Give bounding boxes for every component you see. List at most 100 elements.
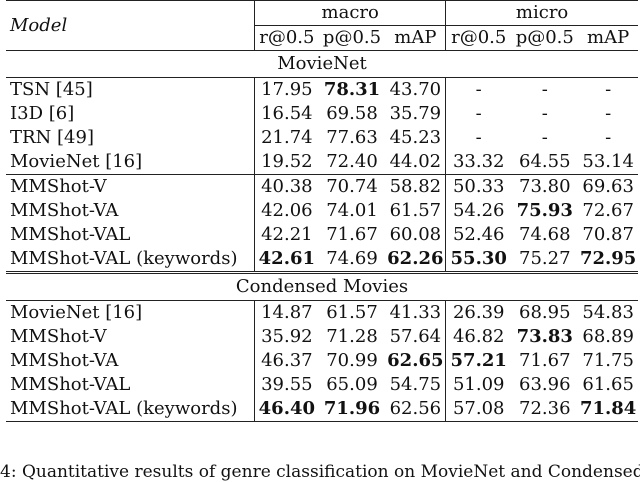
metric-value-cell: 71.96 (318, 397, 386, 422)
model-name-cell: MMShot-V (10, 176, 107, 197)
section-header-row: Condensed Movies (6, 272, 638, 301)
model-name-cell: MMShot-VA (10, 350, 119, 371)
metric-value-cell: - (445, 126, 512, 150)
metric-value-cell: - (541, 127, 548, 148)
section-title: Condensed Movies (6, 272, 638, 301)
micro-label: micro (515, 2, 569, 23)
macro-label: macro (321, 2, 379, 23)
metric-value-cell: 74.68 (519, 224, 571, 245)
metric-value-cell: 26.39 (445, 300, 512, 325)
metric-header-micro-r05: r@0.5 (445, 25, 512, 51)
section-title: MovieNet (6, 50, 638, 78)
metric-value-cell: - (605, 103, 612, 124)
model-name-cell: MovieNet [16] (6, 150, 255, 175)
metric-value-cell: - (445, 77, 512, 102)
metric-value-cell: 14.87 (254, 300, 319, 325)
metric-value-cell: 43.70 (389, 79, 442, 100)
metric-value-cell: 65.09 (326, 374, 378, 395)
metric-value-cell: 61.57 (389, 200, 442, 221)
model-name-cell: MMShot-VA (10, 200, 119, 221)
table-body: MovieNet TSN [45] 17.95 78.31 43.70- - - I3D [6… (6, 50, 638, 422)
metric-value-cell: 70.87 (582, 224, 634, 245)
metric-value-cell: 68.89 (582, 326, 634, 347)
metric-value-cell: 42.61 (254, 247, 319, 274)
table-row: MMShot-VAL 42.21 71.67 60.08 52.46 74.68 70.87 (6, 223, 638, 247)
header-row-groups: Model macro micro (6, 0, 638, 51)
metric-value-cell: 63.96 (519, 374, 571, 395)
metric-value-cell: 52.46 (445, 223, 512, 247)
metric-value-cell: 78.31 (323, 79, 381, 100)
metric-value-cell: 55.30 (445, 247, 512, 274)
metric-value-cell: 45.23 (389, 127, 442, 148)
metric-value-cell: 69.63 (582, 176, 634, 197)
metric-value-cell: - (541, 79, 548, 100)
metric-value-cell: 77.63 (326, 127, 378, 148)
metric-value-cell: 57.08 (445, 397, 512, 422)
metric-value-cell: 71.75 (582, 350, 634, 371)
metric-value-cell: 62.65 (387, 350, 444, 371)
metric-value-cell: 72.40 (318, 150, 386, 175)
table-row: MMShot-VAL (keywords) 42.61 74.69 62.26 55.3… (6, 247, 638, 274)
table-row: MovieNet [16] 14.87 61.57 41.33 26.39 68.95 54… (6, 300, 638, 325)
table-caption: 4: Quantitative results of genre classif… (0, 462, 640, 482)
results-table-container: Model macro micro r@0.5 p@0.5 mAP r@0.5 … (6, 0, 638, 422)
metric-value-cell: 40.38 (254, 174, 319, 199)
metric-value-cell: 73.80 (519, 176, 571, 197)
table-row: MMShot-V 35.92 71.28 57.64 46.82 73.83 68.89 (6, 325, 638, 349)
metric-value-cell: 69.58 (326, 103, 378, 124)
table-row: MovieNet [16] 19.52 72.40 44.02 33.32 64.55 53… (6, 150, 638, 175)
model-name-cell: MMShot-VAL (10, 224, 131, 245)
metric-value-cell: 41.33 (389, 302, 442, 323)
results-table: Model macro micro r@0.5 p@0.5 mAP r@0.5 … (6, 0, 638, 422)
metric-value-cell: 54.75 (389, 374, 442, 395)
table-row: MMShot-V 40.38 70.74 58.82 50.33 73.80 69.63 (6, 174, 638, 199)
model-column-header: Model (6, 0, 255, 51)
metric-value-cell: 57.64 (389, 326, 442, 347)
metric-value-cell: 73.83 (516, 326, 573, 347)
metric-value-cell: 58.82 (389, 176, 442, 197)
macro-group-header: macro (254, 0, 446, 26)
metric-value-cell: 60.08 (389, 224, 442, 245)
metric-value-cell: 64.55 (511, 150, 579, 175)
metric-value-cell: 46.37 (254, 349, 319, 373)
metric-value-cell: 19.52 (254, 150, 319, 175)
model-name-cell: MMShot-V (10, 326, 107, 347)
metric-value-cell: 61.57 (326, 302, 378, 323)
table-row: MMShot-VA 42.06 74.01 61.57 54.26 75.93 72.67 (6, 199, 638, 223)
model-name-cell: I3D [6] (10, 103, 75, 124)
metric-value-cell: 71.67 (519, 350, 571, 371)
metric-value-cell: 71.28 (326, 326, 378, 347)
metric-value-cell: 53.14 (578, 150, 638, 175)
table-row: TRN [49] 21.74 77.63 45.23- - - (6, 126, 638, 150)
model-name-cell: MMShot-VAL (keywords) (6, 397, 255, 422)
metric-value-cell: 35.79 (389, 103, 442, 124)
micro-group-header: micro (445, 0, 638, 26)
metric-value-cell: 62.56 (385, 397, 446, 422)
metric-header-macro-p05: p@0.5 (318, 25, 386, 51)
metric-value-cell: 71.84 (578, 397, 638, 422)
model-name-cell: MovieNet [16] (10, 302, 143, 323)
metric-header-macro-r05: r@0.5 (254, 25, 319, 51)
metric-value-cell: 39.55 (254, 373, 319, 397)
metric-value-cell: 33.32 (445, 150, 512, 175)
table-row: MMShot-VA 46.37 70.99 62.65 57.21 71.67 71.75 (6, 349, 638, 373)
header-row-metrics: r@0.5 p@0.5 mAP r@0.5 p@0.5 mAP (6, 25, 638, 51)
metric-value-cell: 75.27 (511, 247, 579, 274)
metric-value-cell: 42.21 (254, 223, 319, 247)
metric-value-cell: 46.40 (254, 397, 319, 422)
metric-value-cell: - (605, 79, 612, 100)
metric-value-cell: 72.67 (582, 200, 634, 221)
metric-value-cell: 17.95 (254, 77, 319, 102)
metric-value-cell: 74.69 (318, 247, 386, 274)
metric-header-micro-p05: p@0.5 (511, 25, 579, 51)
metric-value-cell: 54.26 (445, 199, 512, 223)
metric-value-cell: 57.21 (445, 349, 512, 373)
metric-value-cell: 62.26 (385, 247, 446, 274)
metric-value-cell: 50.33 (445, 174, 512, 199)
table-row: MMShot-VAL 39.55 65.09 54.75 51.09 63.96 61.65 (6, 373, 638, 397)
metric-value-cell: - (605, 127, 612, 148)
metric-value-cell: 70.99 (326, 350, 378, 371)
metric-value-cell: 44.02 (385, 150, 446, 175)
metric-value-cell: 61.65 (582, 374, 634, 395)
metric-value-cell: 71.67 (326, 224, 378, 245)
